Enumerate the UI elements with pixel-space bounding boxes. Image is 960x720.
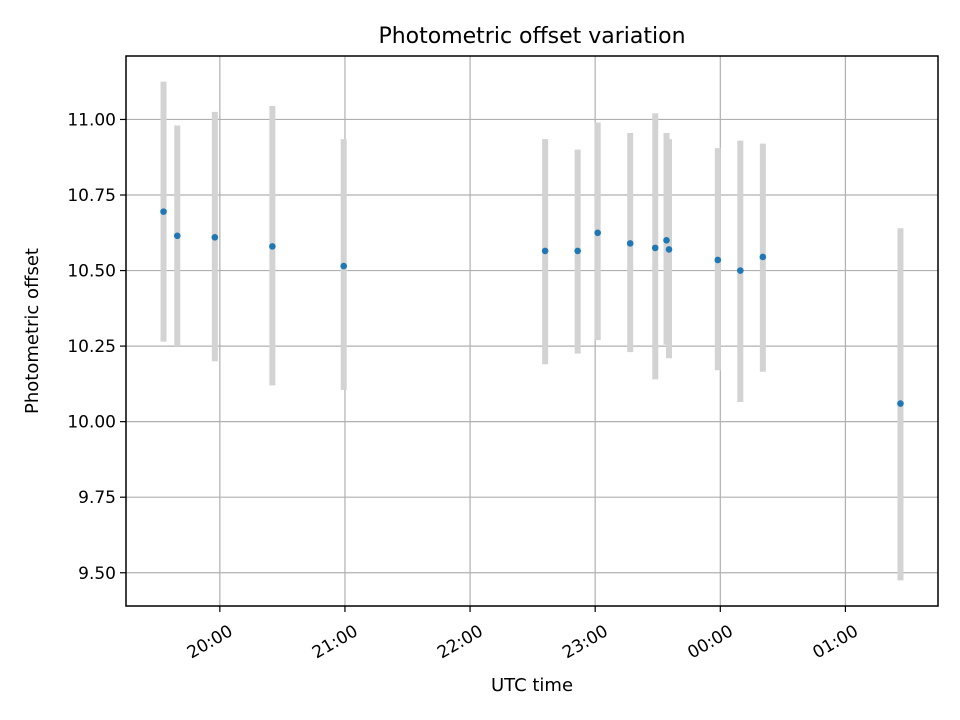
data-point [594,229,601,237]
data-point [665,246,673,253]
data-point [541,247,549,255]
data-point [897,400,904,407]
y-axis-ticks: 9.50 9.75 10.00 10.25 10.50 10.75 11.00 [67,110,126,584]
data-point [211,234,219,241]
data-point [269,243,276,250]
data-point [714,256,722,264]
y-tick-label: 11.00 [67,110,116,130]
y-tick-label: 9.75 [78,488,116,508]
data-point [663,237,670,244]
data-point [651,244,659,252]
data-point [340,262,348,270]
data-point [759,253,767,261]
data-point [626,240,634,247]
data-point [160,208,167,215]
plot-frame [125,55,939,607]
data-points [160,208,904,407]
y-tick-label: 10.75 [67,186,116,206]
y-tick-label: 9.50 [78,564,116,584]
x-axis-label: UTC time [491,675,573,696]
y-axis-label: Photometric offset [22,248,43,414]
y-tick-label: 10.00 [67,413,116,433]
y-tick-label: 10.25 [67,337,116,357]
data-point [737,267,744,274]
chart-title: Photometric offset variation [378,24,685,49]
data-point [173,232,181,240]
y-tick-label: 10.50 [67,262,116,282]
data-point [574,247,581,255]
